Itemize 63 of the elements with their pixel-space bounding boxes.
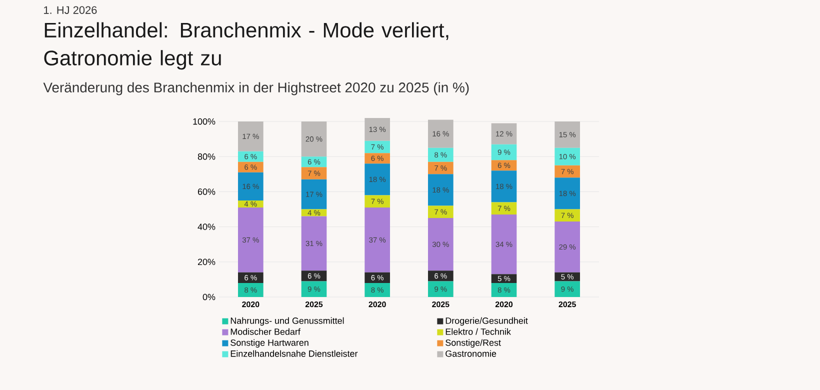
bar (238, 162, 264, 172)
bar (301, 216, 327, 271)
bar (428, 148, 454, 162)
bar (428, 174, 454, 206)
bar (554, 222, 580, 272)
bar (301, 122, 327, 157)
bar (238, 208, 264, 272)
bar (554, 209, 580, 222)
chart-title: Einzelhandel: Branchenmix - Mode verliert, Gatronomie legt zu (44, 22, 448, 70)
y-tick-label: 80% (198, 153, 216, 160)
bar (238, 282, 264, 297)
bar (364, 282, 390, 297)
legend-label: Sonstige/Rest (446, 339, 501, 348)
bar (364, 140, 390, 154)
legend-label: Einzelhandelsnahe Dienstleister (230, 350, 358, 357)
bar (301, 167, 327, 180)
bar (364, 164, 390, 196)
bar (301, 156, 327, 168)
bar (428, 120, 454, 148)
bar (428, 218, 454, 271)
bar (364, 208, 390, 272)
legend-label: Sonstige Hartwaren (230, 339, 308, 348)
bar (491, 282, 517, 297)
bar (491, 170, 517, 202)
bar (301, 179, 327, 210)
legend-label: Elektro / Technik (446, 328, 511, 335)
legend-label: Nahrungs- und Genussmittel (230, 317, 344, 326)
y-tick-label: 40% (198, 224, 216, 230)
bar (554, 148, 580, 166)
bar (491, 123, 517, 144)
y-tick-label: 60% (198, 188, 216, 195)
bar (554, 122, 580, 148)
y-tick-label: 100% (193, 118, 216, 125)
text: 1. HJ 2026 (44, 6, 97, 14)
bar (428, 162, 454, 174)
bar (491, 274, 517, 283)
bar (238, 272, 264, 283)
bar (554, 281, 580, 297)
bar (238, 122, 264, 152)
bar (491, 202, 517, 215)
bar (491, 144, 517, 160)
y-tick-label: 0% (202, 294, 216, 300)
bar (554, 178, 580, 210)
bar (238, 151, 264, 162)
bar (301, 281, 327, 297)
bar (428, 270, 454, 282)
bar (428, 206, 454, 218)
bar (364, 153, 390, 164)
chart-subtitle: Veränderung des Branchenmix in der Highstreet 2020 zu 2025 (in %) (43, 82, 469, 96)
legend-label: Modischer Bedarf (230, 328, 300, 335)
y-tick-label: 20% (198, 258, 216, 266)
bar (238, 200, 264, 208)
bar (364, 195, 390, 208)
bar (364, 118, 390, 141)
bar (554, 165, 580, 178)
bar (491, 214, 517, 274)
legend-label: Drogerie/Gesundheit (446, 317, 528, 326)
legend-label: Gastronomie (446, 350, 496, 357)
bar (428, 281, 454, 297)
bar (491, 160, 517, 171)
bar (301, 270, 327, 282)
bar (364, 272, 390, 283)
bar (238, 172, 264, 200)
